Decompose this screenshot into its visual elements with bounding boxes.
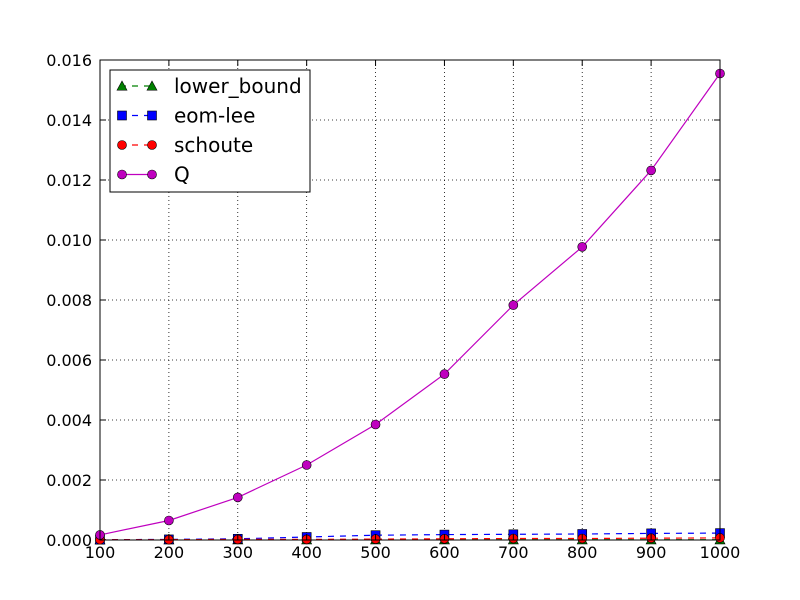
y-tick-label: 0.008 xyxy=(46,291,92,310)
data-point xyxy=(232,492,243,503)
legend-marker xyxy=(117,140,127,150)
legend-label: schoute xyxy=(174,133,253,157)
legend-marker xyxy=(117,110,127,121)
legend-marker xyxy=(117,169,127,180)
series-line xyxy=(99,73,721,536)
series-line xyxy=(99,532,721,541)
data-point xyxy=(646,165,656,176)
legend-marker xyxy=(147,110,157,121)
data-point xyxy=(439,369,450,379)
series-Q xyxy=(95,68,725,540)
legend-marker xyxy=(146,80,158,91)
data-point xyxy=(370,419,381,430)
legend-marker xyxy=(147,140,157,150)
x-tick-label: 300 xyxy=(223,543,254,562)
legend-item: schoute xyxy=(117,133,253,157)
x-tick-label: 600 xyxy=(429,543,460,562)
x-tick-label: 100 xyxy=(85,543,116,562)
y-tick-label: 0.000 xyxy=(46,531,92,550)
x-tick-label: 400 xyxy=(291,543,322,562)
legend-box xyxy=(109,69,311,193)
series-eom-lee xyxy=(95,528,725,545)
axes: 100 200 300 400 500 600 700 800 900 1000 0.000 0.00… xyxy=(46,51,740,562)
legend-label: Q xyxy=(174,163,190,187)
x-tick-label: 700 xyxy=(498,543,529,562)
legend-marker xyxy=(116,80,128,91)
y-tick-label: 0.002 xyxy=(46,471,92,490)
legend-label: eom-lee xyxy=(174,104,255,128)
y-tick-label: 0.006 xyxy=(46,351,92,370)
series-line xyxy=(100,537,721,541)
x-tick-label: 900 xyxy=(636,543,667,562)
legend-item: lower_bound xyxy=(116,74,302,98)
data-point xyxy=(164,515,174,526)
legend-item: eom-lee xyxy=(117,104,255,128)
x-tick-label: 800 xyxy=(567,543,598,562)
legend: lower_bound eom-lee schoute Q xyxy=(109,69,311,193)
y-tick-label: 0.010 xyxy=(46,231,92,250)
data-point xyxy=(301,460,312,470)
y-tick-label: 0.012 xyxy=(46,171,92,190)
y-tick-label: 0.016 xyxy=(46,51,92,70)
x-tick-label: 200 xyxy=(154,543,185,562)
legend-marker xyxy=(147,169,157,180)
x-tick-label: 1000 xyxy=(700,543,741,562)
data-point xyxy=(577,242,588,252)
legend-label: lower_bound xyxy=(174,74,302,98)
x-tick-label: 500 xyxy=(360,543,391,562)
y-tick-label: 0.014 xyxy=(46,111,92,130)
data-point xyxy=(508,300,519,310)
y-tick-label: 0.004 xyxy=(46,411,92,430)
legend-item: Q xyxy=(117,163,190,187)
